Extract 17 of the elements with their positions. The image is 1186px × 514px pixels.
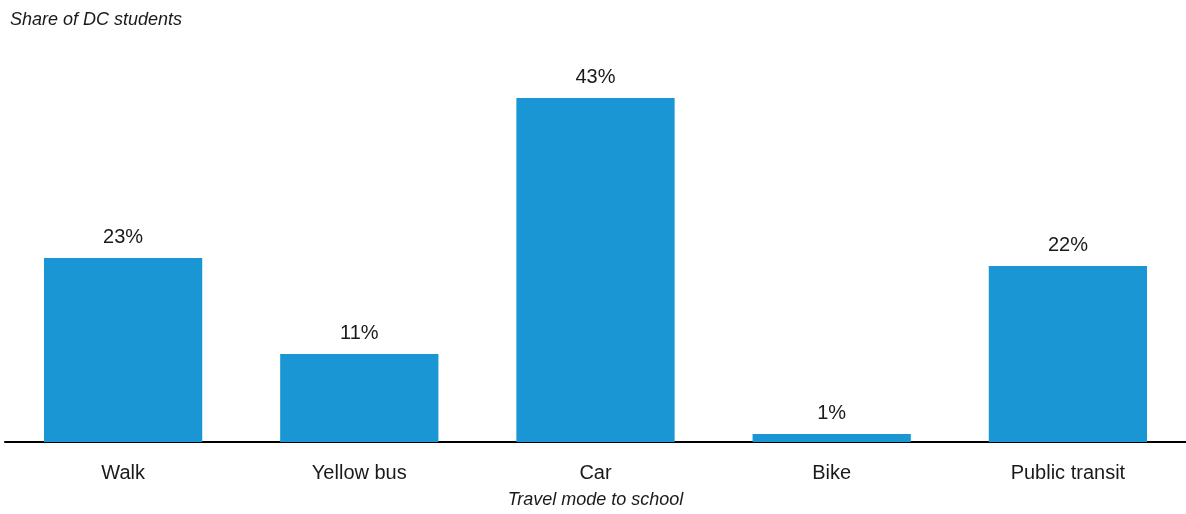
data-label: 1%: [817, 401, 847, 423]
x-axis-title: Travel mode to school: [507, 489, 685, 509]
bar: [752, 434, 911, 442]
bar: [280, 354, 439, 442]
x-tick-label: Walk: [101, 461, 146, 483]
x-tick-label: Bike: [812, 461, 852, 483]
data-label: 22%: [1047, 233, 1089, 255]
bar: [43, 258, 203, 442]
bar: [516, 98, 675, 442]
x-tick-label: Public transit: [1010, 461, 1126, 483]
x-tick-label: Yellow bus: [311, 461, 407, 483]
data-label: 11%: [340, 321, 379, 343]
y-axis-title: Share of DC students: [10, 9, 183, 29]
x-tick-label: Car: [579, 461, 612, 483]
data-label: 43%: [575, 65, 616, 87]
bar: [988, 266, 1148, 442]
data-label: 23%: [103, 225, 144, 247]
